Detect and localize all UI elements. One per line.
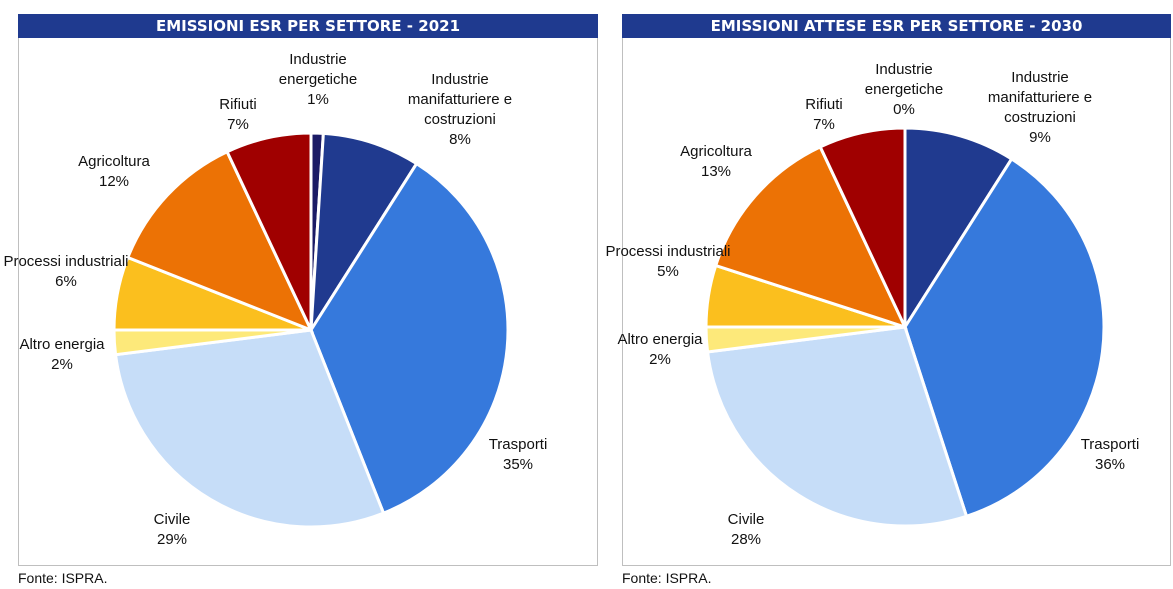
value-label: 5% — [657, 263, 679, 280]
pie-slice — [225, 131, 313, 331]
slice-label: Altro energia 2% — [590, 330, 730, 370]
pie-slice — [125, 149, 314, 333]
source-note: Fonte: ISPRA. — [18, 570, 108, 586]
value-label: 28% — [730, 531, 762, 548]
slice-label: Rifiuti 7% — [754, 95, 894, 135]
pie-slice — [713, 144, 908, 330]
value-label: 6% — [55, 273, 77, 290]
value-label: 7% — [813, 116, 835, 133]
slice-label: Trasporti 36% — [1040, 435, 1173, 475]
slice-label: Industrie energetiche 0% — [834, 60, 974, 120]
chart-title: EMISSIONI ATTESE ESR PER SETTORE - 2030 — [622, 14, 1171, 38]
category: Industrie energetiche — [864, 61, 944, 98]
category: Altro energia — [19, 336, 105, 353]
slice-label: Industrie manifatturiere e costruzioni 9% — [970, 68, 1110, 148]
category: Industrie manifatturiere e costruzioni — [987, 69, 1093, 126]
slice-label: Altro energia 2% — [0, 335, 132, 375]
category: Trasporti — [488, 436, 548, 453]
slice-label: Processi industriali 5% — [598, 242, 738, 282]
category: Industrie manifatturiere e costruzioni — [407, 71, 513, 128]
category: Agricoltura — [78, 153, 150, 170]
slice-label: Civile 29% — [102, 510, 242, 550]
value-label: 8% — [449, 131, 471, 148]
slice-label: Processi industriali 6% — [0, 252, 136, 292]
value-label: 0% — [893, 101, 915, 118]
category: Rifiuti — [805, 96, 843, 113]
pie-slice — [113, 328, 386, 529]
slice-label: Trasporti 35% — [448, 435, 588, 475]
pie-slice — [903, 156, 1106, 519]
slice-label: Rifiuti 7% — [168, 95, 308, 135]
source-note: Fonte: ISPRA. — [622, 570, 712, 586]
category: Rifiuti — [219, 96, 257, 113]
value-label: 2% — [649, 351, 671, 368]
value-label: 35% — [502, 456, 534, 473]
value-label: 12% — [98, 173, 130, 190]
slice-label: Agricoltura 12% — [44, 152, 184, 192]
category: Processi industriali — [3, 253, 129, 270]
category: Processi industriali — [605, 243, 731, 260]
category: Altro energia — [617, 331, 703, 348]
category: Agricoltura — [680, 143, 752, 160]
pie-slice — [309, 131, 419, 331]
category: Civile — [727, 511, 765, 528]
value-label: 9% — [1029, 129, 1051, 146]
chart-title: EMISSIONI ESR PER SETTORE - 2021 — [18, 14, 598, 38]
value-label: 2% — [51, 356, 73, 373]
category: Civile — [153, 511, 191, 528]
category: Trasporti — [1080, 436, 1140, 453]
pie-slice — [903, 126, 1014, 333]
value-label: 7% — [227, 116, 249, 133]
value-label: 1% — [307, 91, 329, 108]
value-label: 29% — [156, 531, 188, 548]
slice-label: Industrie energetiche 1% — [248, 50, 388, 110]
pie-slice — [818, 126, 907, 328]
pie-slice — [309, 161, 510, 516]
value-label: 36% — [1094, 456, 1126, 473]
slice-label: Agricoltura 13% — [646, 142, 786, 182]
category: Industrie energetiche — [278, 51, 358, 88]
value-label: 13% — [700, 163, 732, 180]
slice-label: Industrie manifatturiere e costruzioni 8% — [390, 70, 530, 150]
pie-slice — [705, 325, 969, 528]
slice-label: Civile 28% — [676, 510, 816, 550]
